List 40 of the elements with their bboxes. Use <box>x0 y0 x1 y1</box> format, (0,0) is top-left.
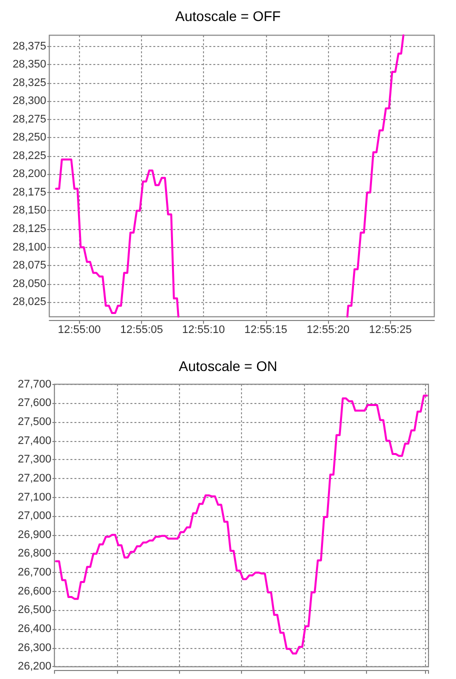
y-tick-label: 27,300 <box>18 454 52 466</box>
y-tick-label: 27,500 <box>18 416 52 428</box>
x-tick-label: 12:55:10 <box>182 324 225 336</box>
y-tick-label: 28,325 <box>12 76 46 89</box>
y-tick-label: 28,375 <box>12 40 46 52</box>
y-tick-label: 26,600 <box>18 585 52 598</box>
y-tick-label: 28,075 <box>12 260 46 272</box>
y-tick-label: 27,700 <box>18 378 52 390</box>
line-series <box>54 394 428 655</box>
y-tick-label: 28,025 <box>12 296 46 308</box>
y-tick-label: 28,125 <box>12 222 46 235</box>
y-tick-label: 28,200 <box>12 168 46 180</box>
y-tick-label: 27,400 <box>18 434 52 447</box>
y-tick-label: 26,900 <box>18 528 52 541</box>
y-tick-label: 28,225 <box>12 150 46 162</box>
y-tick-label: 26,700 <box>18 566 52 579</box>
y-tick-label: 26,200 <box>18 660 52 673</box>
y-tick-label: 28,300 <box>12 95 46 108</box>
x-tick-label: 12:55:15 <box>244 324 288 336</box>
y-tick-label: 27,200 <box>18 472 52 484</box>
y-tick-label: 26,500 <box>18 604 52 616</box>
y-tick-label: 28,050 <box>12 278 46 290</box>
y-tick-label: 26,300 <box>18 642 52 654</box>
y-tick-label: 27,000 <box>18 510 52 522</box>
y-tick-label: 27,600 <box>18 397 52 410</box>
y-tick-label: 28,350 <box>12 58 46 71</box>
y-tick-label: 28,275 <box>12 113 46 126</box>
chart-title: Autoscale = ON <box>178 358 278 374</box>
y-tick-label: 28,150 <box>12 204 46 217</box>
x-tick-label: 12:55:05 <box>120 324 164 336</box>
y-tick-label: 26,800 <box>18 548 52 560</box>
y-tick-label: 28,100 <box>12 241 46 254</box>
chart-title: Autoscale = OFF <box>175 8 281 24</box>
x-tick-label: 12:55:20 <box>306 324 350 336</box>
y-tick-label: 28,250 <box>12 132 46 144</box>
y-tick-label: 28,175 <box>12 186 46 198</box>
y-tick-label: 26,400 <box>18 623 52 636</box>
x-tick-label: 12:55:00 <box>58 324 101 336</box>
x-tick-label: 12:55:25 <box>368 324 412 336</box>
y-tick-label: 27,100 <box>18 491 52 504</box>
